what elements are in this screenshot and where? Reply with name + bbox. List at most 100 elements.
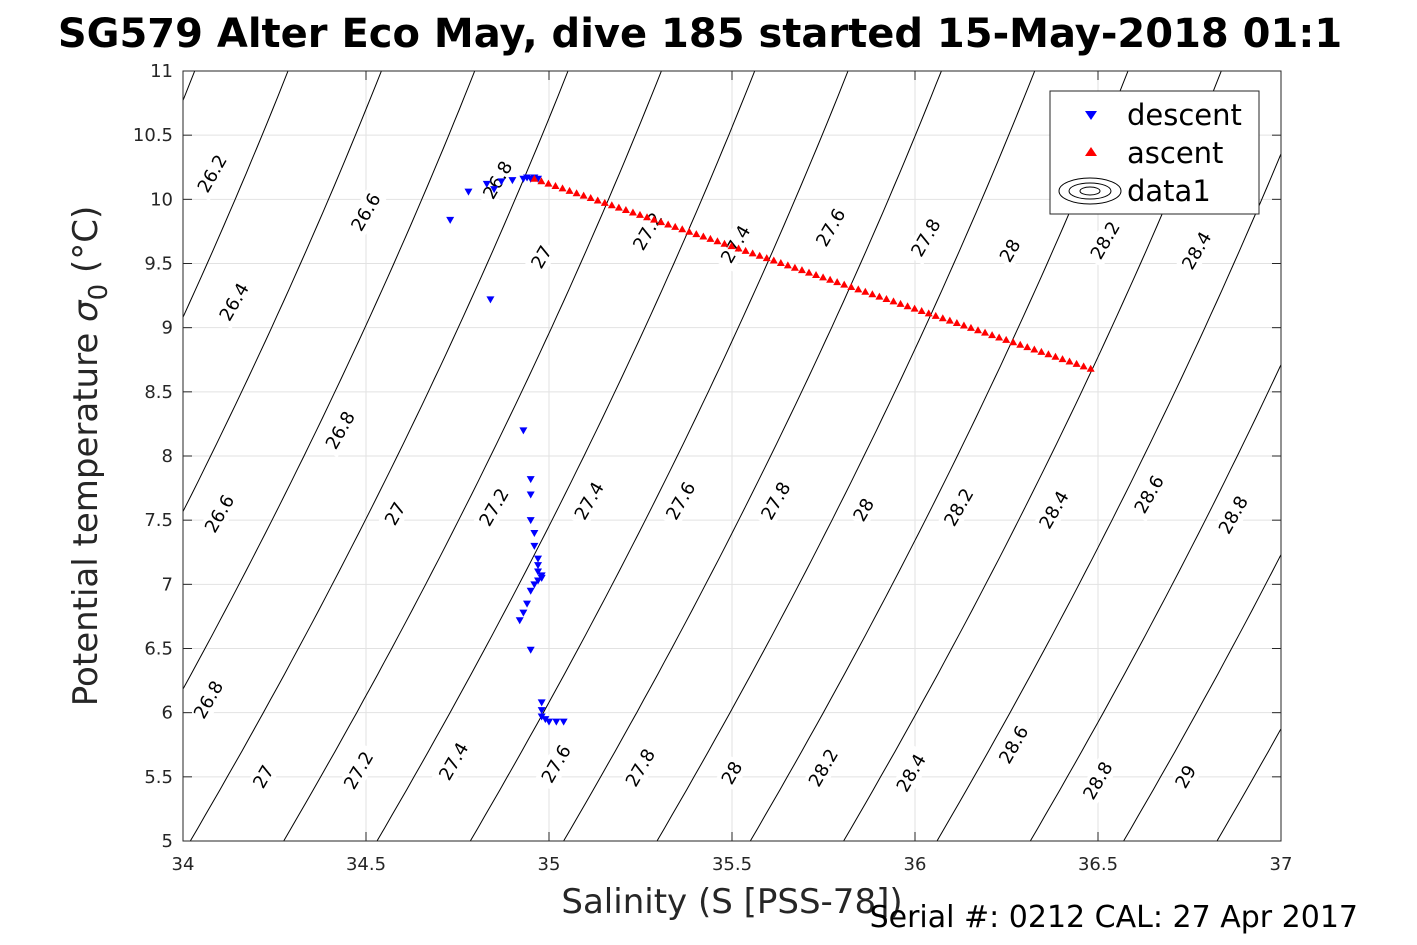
ascent-point [826, 275, 835, 283]
descent-point [537, 713, 546, 721]
ascent-point [974, 326, 983, 334]
x-tick-label: 34 [172, 854, 195, 875]
contour-label-bg [1169, 759, 1203, 795]
contour-label-bg [567, 473, 612, 529]
descent-point [464, 188, 473, 196]
descent-point [446, 216, 455, 224]
contour-label-bg [658, 473, 703, 529]
ascent-point [903, 302, 912, 310]
ascent-point [713, 237, 722, 245]
contour-label-bg [801, 740, 846, 795]
x-tick-label: 35 [538, 854, 561, 875]
ascent-point [607, 201, 616, 209]
descent-point [519, 609, 528, 617]
y-tick-label: 8 [162, 446, 173, 467]
isopycnal-line [1123, 553, 1281, 841]
ascent-point [1044, 350, 1053, 358]
ascent-point [706, 234, 715, 242]
contour-label-bg [336, 743, 381, 798]
ascent-point [1058, 355, 1067, 363]
ascent-point [790, 263, 799, 271]
ascent-point [762, 254, 771, 262]
ascent-point [678, 225, 687, 233]
ascent-point [868, 290, 877, 298]
ascent-point [657, 218, 666, 226]
ascent-point [1002, 335, 1011, 343]
isopycnal-line [183, 71, 382, 513]
ascent-point [959, 321, 968, 329]
descent-point [526, 587, 535, 595]
ascent-point [896, 299, 905, 307]
descent-point [537, 707, 546, 715]
y-tick-label: 11 [150, 61, 173, 82]
ascent-point [819, 273, 828, 281]
ascent-point [692, 230, 701, 238]
descent-point [530, 581, 539, 589]
legend-descent-label: descent [1127, 98, 1242, 132]
y-tick-label: 10 [150, 189, 173, 210]
contour-label-bg [847, 492, 881, 528]
descent-point [559, 718, 568, 726]
contour-label-bg [618, 740, 663, 795]
ascent-point [847, 282, 856, 290]
ascent-point [1086, 364, 1095, 372]
y-axis-label-group: Potential temperature σ0 (°C) [66, 206, 114, 706]
descent-point [530, 530, 539, 537]
ascent-point [889, 297, 898, 305]
descent-point [497, 178, 506, 186]
ascent-point [840, 280, 849, 288]
descent-point [534, 555, 543, 563]
descent-point [526, 646, 535, 654]
ascent-point [650, 215, 659, 223]
ascent-point [1037, 347, 1046, 355]
ascent-point [748, 249, 757, 257]
y-tick-label: 10.5 [133, 125, 173, 146]
ascent-point [833, 278, 842, 286]
x-tick-label: 34.5 [346, 854, 386, 875]
ascent-point [537, 177, 546, 185]
ascent-point [530, 174, 539, 182]
ascent-point [988, 331, 997, 339]
contour-label-bg [1075, 753, 1121, 808]
contour-label-bg [475, 152, 520, 208]
ascent-point [544, 179, 553, 187]
contour-label-bg [246, 759, 281, 795]
descent-point [519, 427, 528, 435]
ascent-point [797, 266, 806, 274]
descent-point [526, 491, 535, 499]
contour-label-bg [1127, 467, 1172, 522]
isopycnal-line [376, 71, 756, 841]
contour-label-bg [991, 717, 1036, 772]
ascent-point [621, 206, 630, 214]
contour-label-bg [318, 403, 363, 458]
isopycnal-line [656, 71, 1036, 841]
ascent-point [783, 261, 792, 269]
descent-point [534, 175, 543, 183]
contour-label-bg [525, 239, 559, 275]
x-tick-label: 35.5 [712, 854, 752, 875]
ascent-point [854, 285, 863, 293]
y-axis-label: Potential temperature σ0 (°C) [66, 206, 114, 706]
legend-ascent-label: ascent [1127, 136, 1223, 170]
isopycnal-line [1366, 7, 1417, 905]
contour-label-bg [903, 210, 949, 265]
data-points [446, 174, 1095, 726]
descent-point [534, 577, 543, 585]
ascent-point [1016, 340, 1025, 348]
ascent-point [664, 220, 673, 228]
descent-point [537, 699, 546, 707]
isopycnal-line [1216, 727, 1281, 841]
isopycnal-line [189, 71, 569, 841]
ascent-point [875, 292, 884, 300]
isopycnal-line [0, 7, 33, 905]
contour-label-bg [1174, 223, 1219, 278]
ascent-point [776, 258, 785, 266]
y-tick-label: 5.5 [144, 767, 173, 788]
y-tick-label: 7 [162, 574, 173, 595]
ascent-point [643, 213, 652, 221]
contour-label-bg [625, 204, 670, 259]
descent-point [526, 517, 535, 525]
x-tick-label: 36 [904, 854, 927, 875]
